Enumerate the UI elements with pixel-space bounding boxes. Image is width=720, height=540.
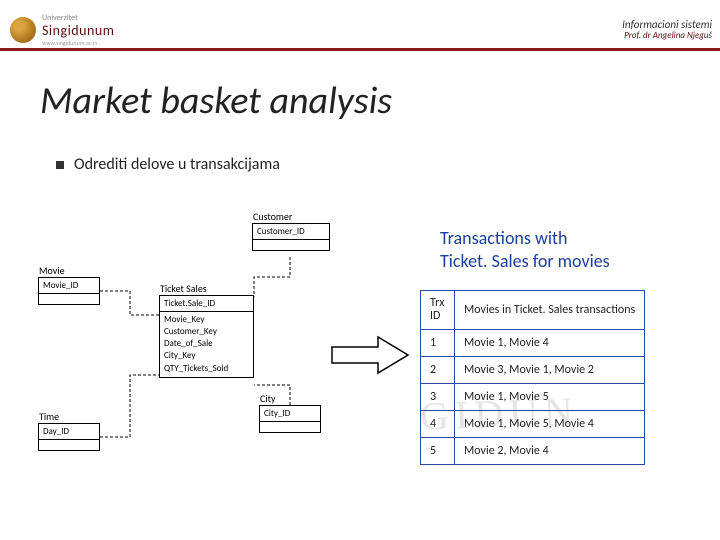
cell-movies: Movie 3, Movie 1, Movie 2 — [455, 357, 645, 384]
entity-time: Time Day_ID — [38, 423, 100, 451]
table-row: 5Movie 2, Movie 4 — [421, 438, 645, 465]
entity-movie-label: Movie — [39, 264, 65, 277]
entity-city-label: City — [260, 392, 276, 405]
table-header-row: Trx ID Movies in Ticket. Sales transacti… — [421, 291, 645, 330]
entity-ticket-sales: Ticket Sales Ticket.Sale_ID Movie_Key Cu… — [159, 295, 254, 378]
entity-customer: Customer Customer_ID — [252, 223, 330, 251]
cell-id: 5 — [421, 438, 455, 465]
header: Univerzitet Singidunum www.singidunum.ac… — [0, 12, 720, 48]
entity-city-pk: City_ID — [260, 406, 320, 422]
entity-customer-pk: Customer_ID — [253, 224, 329, 240]
page-title: Market basket analysis — [40, 78, 392, 124]
entity-time-pk: Day_ID — [39, 424, 99, 440]
cell-id: 4 — [421, 411, 455, 438]
transactions-table: Trx ID Movies in Ticket. Sales transacti… — [420, 290, 645, 465]
ticket-field: QTY_Tickets_Sold — [164, 363, 249, 375]
entity-ticket-pk: Ticket.Sale_ID — [160, 296, 253, 312]
logo-url: www.singidunum.ac.rs — [42, 39, 114, 47]
diagram-area: Customer Customer_ID Movie Movie_ID Tick… — [20, 205, 700, 495]
cell-movies: Movie 2, Movie 4 — [455, 438, 645, 465]
entity-city: City City_ID — [259, 405, 321, 433]
bullet-marker-icon — [56, 161, 64, 169]
table-row: 3Movie 1, Movie 5 — [421, 384, 645, 411]
bullet-item: Odrediti delove u transakcijama — [56, 155, 280, 174]
entity-movie-body — [39, 294, 99, 304]
header-divider — [0, 48, 720, 51]
table-row: 4Movie 1, Movie 5, Movie 4 — [421, 411, 645, 438]
logo-icon — [10, 17, 36, 43]
entity-time-body — [39, 440, 99, 450]
logo-title: Singidunum — [42, 22, 114, 39]
transactions-title: Transactions with Ticket. Sales for movi… — [440, 227, 610, 272]
ticket-field: City_Key — [164, 350, 249, 362]
cell-id: 2 — [421, 357, 455, 384]
ticket-field: Date_of_Sale — [164, 338, 249, 350]
table-row: 1Movie 1, Movie 4 — [421, 330, 645, 357]
bullet-text: Odrediti delove u transakcijama — [74, 155, 280, 174]
entity-time-label: Time — [39, 410, 59, 423]
transactions-title-l2: Ticket. Sales for movies — [440, 250, 610, 273]
entity-ticket-label: Ticket Sales — [160, 282, 207, 295]
entity-movie: Movie Movie_ID — [38, 277, 100, 305]
entity-customer-label: Customer — [253, 210, 292, 223]
logo: Univerzitet Singidunum www.singidunum.ac… — [10, 13, 114, 47]
entity-movie-pk: Movie_ID — [39, 278, 99, 294]
transactions-title-l1: Transactions with — [440, 227, 610, 250]
header-right: Informacioni sistemi Prof. dr Angelina N… — [622, 18, 712, 42]
cell-movies: Movie 1, Movie 5, Movie 4 — [455, 411, 645, 438]
entity-city-body — [260, 422, 320, 432]
arrow-icon — [330, 333, 410, 377]
cell-id: 1 — [421, 330, 455, 357]
cell-id: 3 — [421, 384, 455, 411]
ticket-field: Movie_Key — [164, 314, 249, 326]
professor-name: Prof. dr Angelina Njeguš — [622, 31, 712, 42]
cell-movies: Movie 1, Movie 4 — [455, 330, 645, 357]
entity-customer-body — [253, 240, 329, 250]
col-trx-id: Trx ID — [421, 291, 455, 330]
table-row: 2Movie 3, Movie 1, Movie 2 — [421, 357, 645, 384]
col-movies: Movies in Ticket. Sales transactions — [455, 291, 645, 330]
logo-text-block: Univerzitet Singidunum www.singidunum.ac… — [42, 13, 114, 47]
entity-ticket-fields: Movie_Key Customer_Key Date_of_Sale City… — [160, 312, 253, 377]
ticket-field: Customer_Key — [164, 326, 249, 338]
cell-movies: Movie 1, Movie 5 — [455, 384, 645, 411]
